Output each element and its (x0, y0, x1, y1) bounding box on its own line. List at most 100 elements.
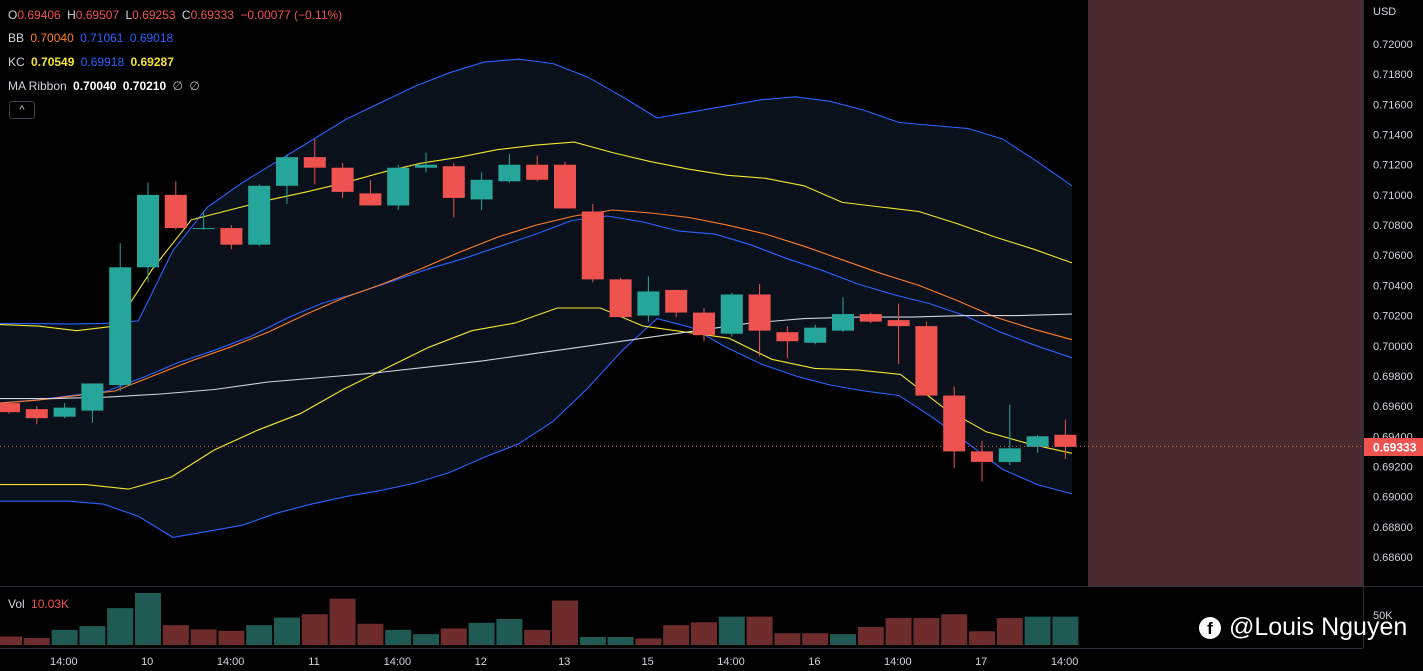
candle-body (53, 407, 76, 417)
price-tick-label: 0.69000 (1373, 492, 1413, 504)
current-price-label: 0.69333 (1373, 441, 1417, 455)
low-value: 0.69253 (132, 8, 176, 22)
candle (554, 161, 576, 209)
close-label: C (181, 8, 191, 22)
candle-body (248, 185, 271, 245)
candle (887, 303, 910, 364)
price-axis[interactable]: 0.72000 0.71800 0.71600 0.71400 0.71200 0.710… (1373, 39, 1413, 564)
time-axis[interactable]: 14:00 10 14:00 11 14:00 12 13 15 14:00 16 14:00 17 1… (50, 656, 1078, 668)
volume-bar (774, 633, 801, 645)
candle (220, 225, 243, 250)
candle (776, 326, 799, 358)
candle (442, 163, 465, 218)
candle-body (748, 294, 771, 331)
candle-body (637, 291, 660, 316)
candle (526, 155, 549, 182)
price-tick-label: 0.69800 (1373, 371, 1413, 383)
time-tick-label: 17 (975, 656, 987, 668)
future-area (1088, 0, 1363, 586)
ohlc-legend: O0.69406 H0.69507 L0.69253 C0.69333 −0.0… (8, 8, 345, 22)
volume-bar (913, 618, 940, 645)
volume-bar (969, 631, 995, 645)
bb-band-fill (0, 59, 1072, 538)
time-tick-label: 15 (641, 656, 653, 668)
volume-bar (830, 634, 856, 645)
bb-upper-line (0, 58, 1073, 325)
candle-body (192, 228, 215, 230)
candle (415, 152, 437, 173)
chevron-up-icon: ^ (19, 104, 25, 116)
volume-bar (162, 625, 189, 645)
candle-body (1026, 436, 1049, 447)
high-value: 0.69507 (75, 8, 120, 22)
time-tick-label: 14:00 (50, 656, 78, 668)
candle (81, 383, 104, 423)
volume-bar (135, 593, 161, 645)
price-tick-label: 0.72000 (1373, 39, 1413, 51)
candle (164, 181, 187, 230)
volume-bar (357, 623, 384, 645)
candle-body (276, 157, 298, 186)
candle-body (832, 314, 854, 331)
volume-bar (746, 616, 773, 645)
candle (303, 139, 326, 185)
volume-bar (385, 629, 412, 645)
collapse-legend-button[interactable]: ^ (9, 101, 35, 119)
price-tick-label: 0.70000 (1373, 341, 1413, 353)
candle (609, 277, 632, 318)
volume-bar (941, 614, 968, 645)
ma-ribbon-legend[interactable]: MA Ribbon 0.70040 0.70210 ∅ ∅ (8, 79, 203, 93)
price-tick-label: 0.70800 (1373, 220, 1413, 232)
volume-bar (885, 618, 912, 645)
candle (331, 163, 354, 198)
candle-body (415, 164, 437, 168)
volume-bar (496, 619, 523, 645)
bb-upper-value: 0.71061 (80, 31, 124, 45)
time-tick-label: 13 (558, 656, 570, 668)
candle-body (109, 267, 132, 385)
candle-body (25, 409, 48, 419)
candle (137, 182, 159, 283)
candle-body (442, 166, 465, 198)
candle-body (303, 157, 326, 168)
volume-bar (23, 637, 50, 645)
candle-body (0, 403, 20, 413)
candle-body (1054, 434, 1077, 447)
kc-legend[interactable]: KC 0.70549 0.69918 0.69287 (8, 55, 177, 69)
volume-bars (0, 593, 1079, 645)
candle (276, 154, 298, 204)
watermark-text: @Louis Nguyen (1229, 613, 1408, 641)
candle-body (609, 279, 632, 318)
volume-bar (0, 636, 22, 645)
candle (1054, 419, 1077, 459)
ma-basis-line (0, 209, 1073, 404)
candle-body (220, 228, 243, 245)
candle (637, 276, 660, 322)
volume-legend[interactable]: Vol 10.03K (8, 597, 72, 611)
volume-value: 10.03K (31, 597, 70, 611)
kc-lower-line (0, 307, 1073, 490)
time-tick-label: 10 (141, 656, 153, 668)
candle-body (359, 193, 382, 206)
candle (665, 289, 688, 318)
kc-name: KC (8, 55, 25, 69)
price-tick-label: 0.69600 (1373, 401, 1413, 413)
price-tick-label: 0.70600 (1373, 250, 1413, 262)
candles (0, 139, 1077, 482)
candle-body (971, 451, 993, 462)
candle-body (387, 167, 410, 206)
current-price-badge (1364, 438, 1423, 456)
kc-upper-value: 0.70549 (31, 55, 75, 69)
facebook-icon: f (1199, 616, 1221, 639)
volume-bar (413, 634, 439, 645)
candle (748, 283, 771, 357)
candle-body (554, 164, 576, 209)
price-tick-label: 0.71000 (1373, 190, 1413, 202)
bb-legend[interactable]: BB 0.70040 0.71061 0.69018 (8, 31, 176, 45)
volume-bar (552, 600, 578, 645)
indicator-overlays (0, 58, 1073, 538)
volume-bar (996, 618, 1023, 645)
candle (581, 203, 604, 283)
price-tick-label: 0.69200 (1373, 461, 1413, 473)
